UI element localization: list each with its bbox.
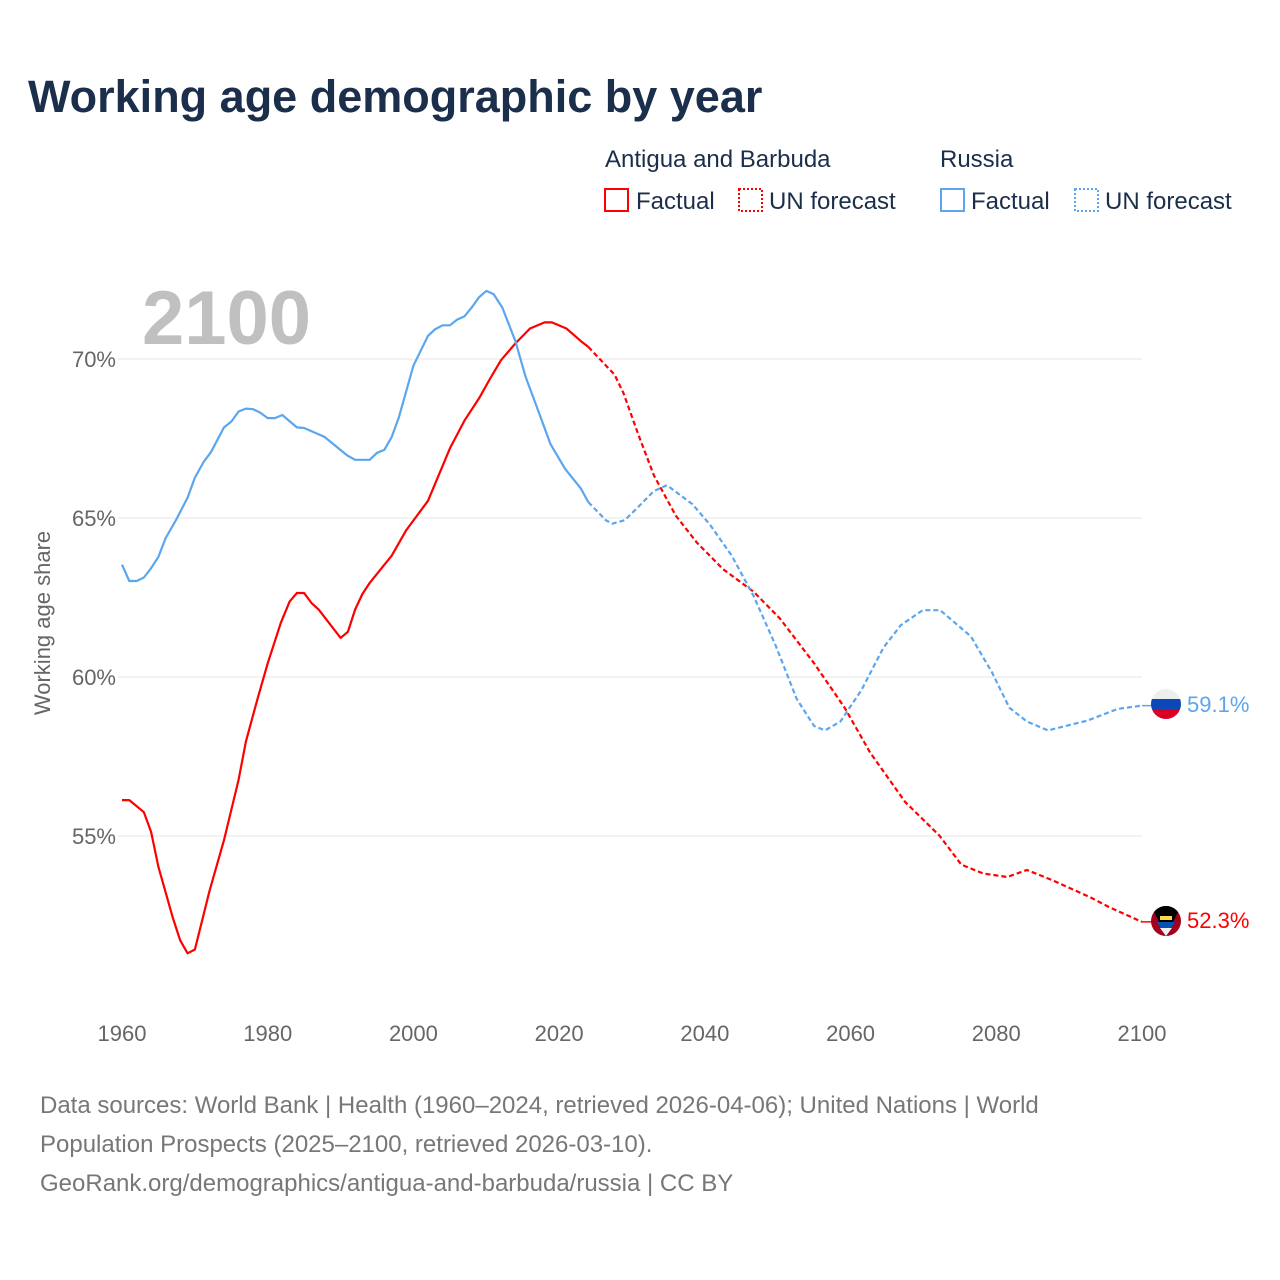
y-tick-label: 70% — [72, 347, 116, 372]
legend-swatch-russia-factual — [940, 188, 965, 212]
legend-swatch-antigua-factual — [604, 188, 629, 212]
russia-end-value: 59.1% — [1187, 692, 1249, 717]
series-lines — [120, 289, 1152, 955]
footer-sources-line2: Population Prospects (2025–2100, retriev… — [40, 1131, 652, 1158]
year-watermark: 2100 — [142, 276, 311, 361]
gridlines — [118, 358, 1142, 837]
antigua-and-barbuda-factual-line — [122, 321, 589, 955]
chart-title: Working age demographic by year — [28, 71, 762, 122]
antigua-end-value: 52.3% — [1187, 908, 1249, 933]
x-tick-label: 2100 — [1118, 1021, 1167, 1046]
legend-label-russia-forecast[interactable]: UN forecast — [1105, 188, 1232, 215]
legend-swatch-antigua-forecast — [738, 188, 763, 212]
y-axis-label: Working age share — [30, 531, 55, 715]
footer-sources-line1: Data sources: World Bank | Health (1960–… — [40, 1092, 1039, 1119]
x-tick-label: 1960 — [98, 1021, 147, 1046]
legend-group-russia: Russia — [940, 146, 1014, 173]
antigua-and-barbuda-forecast-line — [587, 346, 1143, 923]
russia-factual-line — [120, 289, 590, 583]
russia-flag-icon — [1151, 689, 1181, 719]
y-tick-label: 55% — [72, 824, 116, 849]
x-tick-label: 2060 — [826, 1021, 875, 1046]
russia-forecast-line — [587, 483, 1143, 732]
legend-swatch-russia-forecast — [1074, 188, 1099, 212]
y-axis-ticks: 55% 60% 65% 70% — [72, 347, 116, 849]
legend: Antigua and Barbuda Factual UN forecast … — [604, 146, 1232, 215]
y-tick-label: 65% — [72, 506, 116, 531]
x-tick-label: 2080 — [972, 1021, 1021, 1046]
antigua-flag-icon — [1151, 906, 1181, 936]
legend-label-antigua-factual[interactable]: Factual — [636, 188, 715, 215]
x-axis-ticks: 1960 1980 2000 2020 2040 2060 2080 2100 — [98, 1021, 1167, 1046]
legend-label-russia-factual[interactable]: Factual — [971, 188, 1050, 215]
x-tick-label: 1980 — [243, 1021, 292, 1046]
legend-label-antigua-forecast[interactable]: UN forecast — [769, 188, 896, 215]
y-tick-label: 60% — [72, 665, 116, 690]
x-tick-label: 2000 — [389, 1021, 438, 1046]
x-tick-label: 2040 — [680, 1021, 729, 1046]
x-tick-label: 2020 — [535, 1021, 584, 1046]
legend-group-antigua: Antigua and Barbuda — [605, 146, 831, 173]
footer-source-link[interactable]: GeoRank.org/demographics/antigua-and-bar… — [40, 1170, 733, 1197]
